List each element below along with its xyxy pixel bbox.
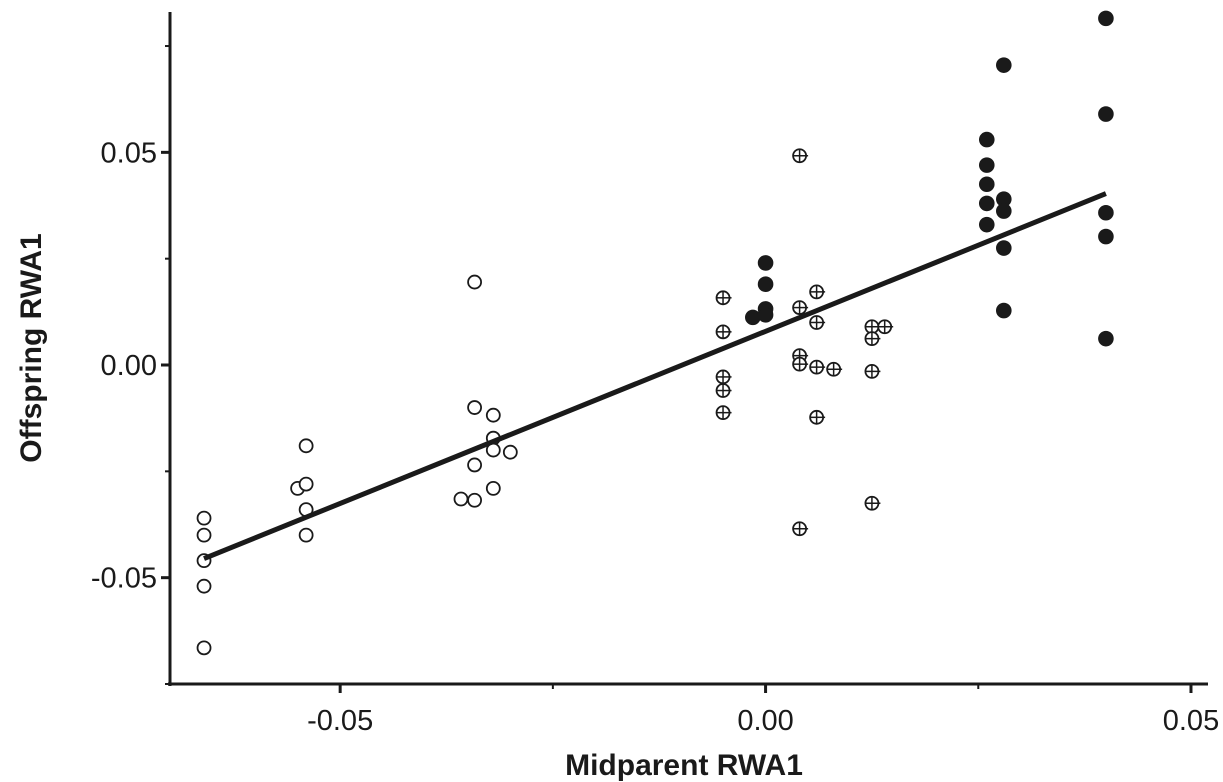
- crossed-point: [809, 284, 826, 300]
- filled-point: [996, 240, 1012, 256]
- data-points: [196, 10, 1114, 656]
- y-tick-label: -0.05: [91, 563, 157, 595]
- filled-point: [978, 131, 995, 148]
- filled-point: [757, 255, 774, 271]
- open-point: [196, 510, 212, 526]
- tick-labels: 0.05 0.00 -0.05 -0.05 0.00 0.05: [91, 137, 1219, 737]
- filled-point: [1098, 204, 1114, 221]
- x-tick-label: 0.05: [1163, 705, 1219, 737]
- x-tick-label: 0.00: [737, 705, 793, 737]
- ticks: [161, 45, 1193, 693]
- open-point: [485, 480, 501, 496]
- crossed-point: [809, 359, 826, 375]
- crossed-point: [715, 324, 732, 340]
- crossed-point: [864, 363, 881, 379]
- filled-point: [1098, 10, 1114, 27]
- filled-point: [1098, 228, 1114, 245]
- y-tick-label: 0.05: [101, 137, 157, 169]
- crossed-point: [877, 319, 894, 335]
- open-point: [298, 476, 314, 492]
- filled-point: [978, 216, 995, 233]
- crossed-point: [809, 409, 826, 425]
- open-point: [502, 444, 518, 460]
- y-axis-title: Offspring RWA1: [15, 233, 48, 462]
- crossed-point: [715, 290, 732, 306]
- open-point: [485, 407, 501, 423]
- filled-point: [1098, 106, 1114, 122]
- y-tick-label: 0.00: [101, 350, 157, 382]
- crossed-point: [864, 495, 881, 511]
- crossed-point: [826, 361, 843, 377]
- filled-point: [978, 157, 995, 173]
- x-tick-label: -0.05: [307, 705, 373, 737]
- filled-point: [996, 302, 1012, 319]
- filled-point: [978, 195, 995, 212]
- open-point: [298, 527, 314, 543]
- filled-point: [745, 309, 761, 326]
- open-point: [196, 527, 212, 543]
- filled-point: [996, 57, 1012, 73]
- crossed-point: [792, 148, 809, 164]
- crossed-point: [864, 331, 881, 347]
- crossed-point: [715, 405, 732, 421]
- crossed-point: [792, 356, 809, 372]
- open-point: [453, 491, 469, 507]
- open-point: [196, 578, 212, 594]
- open-point: [467, 457, 482, 473]
- filled-point: [757, 276, 774, 293]
- x-axis-title: Midparent RWA1: [565, 749, 803, 782]
- crossed-point: [715, 383, 732, 398]
- filled-point: [996, 203, 1012, 219]
- open-point: [467, 492, 482, 508]
- filled-point: [1098, 330, 1114, 347]
- crossed-point: [809, 315, 826, 330]
- open-point: [467, 400, 482, 415]
- crossed-point: [792, 300, 809, 315]
- open-point: [196, 640, 212, 656]
- filled-point: [757, 307, 774, 323]
- open-point: [467, 274, 482, 290]
- open-point: [298, 438, 314, 454]
- crossed-point: [715, 369, 732, 385]
- filled-point: [978, 176, 995, 193]
- crossed-point: [792, 521, 809, 537]
- regression-line: [203, 191, 1107, 561]
- axes: [168, 12, 1208, 686]
